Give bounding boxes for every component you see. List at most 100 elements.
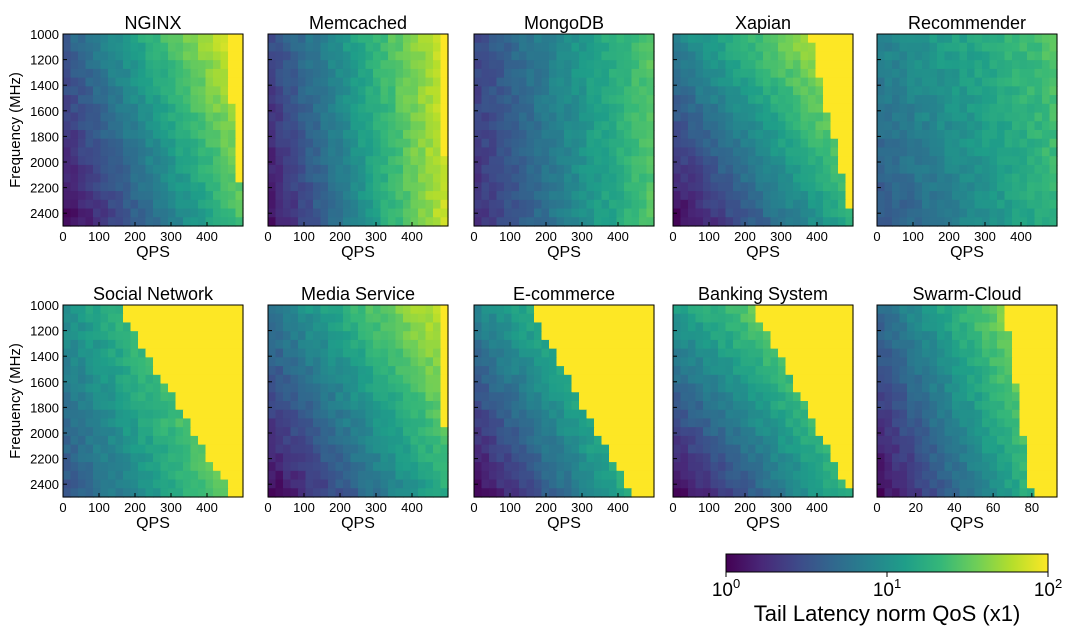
heatmap-cell — [594, 392, 603, 402]
heatmap-cell — [425, 121, 434, 131]
heatmap-cell — [504, 313, 513, 324]
heatmap-cell — [380, 112, 389, 122]
heatmap-cell — [534, 427, 543, 437]
heatmap-cell — [440, 112, 449, 122]
heatmap-cell — [275, 366, 284, 376]
heatmap-cell — [205, 182, 214, 192]
heatmap-cell — [688, 339, 697, 350]
heatmap-cell — [489, 322, 498, 332]
heatmap-cell — [800, 366, 809, 376]
heatmap-cell — [673, 305, 682, 315]
heatmap-cell — [268, 208, 277, 218]
heatmap-cell — [328, 374, 337, 385]
heatmap-cell — [183, 339, 192, 350]
heatmap-cell — [235, 138, 244, 149]
heatmap-cell — [733, 462, 742, 472]
heatmap-cell — [884, 208, 893, 218]
heatmap-cell — [115, 138, 124, 149]
heatmap-cell — [474, 112, 483, 122]
heatmap-cell — [130, 34, 139, 44]
heatmap-cell — [718, 164, 727, 175]
heatmap-cell — [680, 77, 689, 87]
heatmap-cell — [785, 182, 794, 192]
heatmap-cell — [275, 331, 284, 341]
heatmap-cell — [800, 164, 809, 175]
heatmap-cell — [959, 147, 968, 157]
heatmap-cell — [680, 357, 689, 367]
heatmap-cell — [740, 182, 749, 192]
heatmap-cell — [703, 444, 712, 454]
heatmap-cell — [830, 173, 839, 183]
heatmap-cell — [982, 147, 991, 157]
heatmap-cell — [335, 392, 344, 402]
heatmap-cell — [601, 392, 610, 402]
heatmap-cell — [541, 488, 550, 498]
heatmap-cell — [680, 95, 689, 105]
heatmap-cell — [594, 444, 603, 454]
heatmap-cell — [183, 331, 192, 341]
heatmap-cell — [153, 348, 162, 358]
heatmap-cell — [541, 453, 550, 463]
heatmap-cell — [283, 409, 292, 420]
heatmap-cell — [770, 51, 779, 61]
heatmap-cell — [130, 191, 139, 201]
heatmap-cell — [489, 479, 498, 489]
heatmap-cell — [78, 208, 87, 218]
heatmap-cell — [815, 435, 824, 446]
heatmap-cell — [198, 418, 207, 428]
heatmap-cell — [778, 348, 787, 358]
heatmap-cell — [153, 331, 162, 341]
heatmap-cell — [778, 401, 787, 411]
heatmap-cell — [496, 138, 505, 149]
heatmap-cell — [710, 164, 719, 175]
heatmap-cell — [335, 444, 344, 454]
heatmap-cell — [1027, 130, 1036, 140]
heatmap-cell — [365, 60, 374, 70]
heatmap-cell — [680, 331, 689, 341]
heatmap-cell — [646, 453, 655, 463]
heatmap-cell — [616, 357, 625, 367]
heatmap-cell — [290, 164, 299, 175]
heatmap-cell — [481, 444, 490, 454]
heatmap-cell — [838, 418, 847, 428]
heatmap-cell — [433, 427, 442, 437]
heatmap-cell — [160, 86, 169, 96]
heatmap-cell — [100, 427, 109, 437]
heatmap-cell — [922, 199, 931, 210]
heatmap-cell — [504, 418, 513, 428]
heatmap-cell — [624, 418, 633, 428]
heatmap-cell — [937, 112, 946, 122]
heatmap-cell — [175, 383, 184, 393]
heatmap-cell — [153, 217, 162, 227]
heatmap-cell — [365, 453, 374, 463]
heatmap-cell — [481, 130, 490, 140]
heatmap-cell — [283, 322, 292, 332]
heatmap-cell — [725, 208, 734, 218]
heatmap-cell — [373, 217, 382, 227]
heatmap-cell — [395, 191, 404, 201]
heatmap-cell — [213, 348, 222, 358]
heatmap-cell — [959, 182, 968, 192]
heatmap-cell — [78, 366, 87, 376]
heatmap-cell — [190, 173, 199, 183]
heatmap-cell — [168, 435, 177, 446]
heatmap-cell — [549, 479, 558, 489]
heatmap-cell — [290, 409, 299, 420]
heatmap-cell — [877, 51, 886, 61]
heatmap-cell — [78, 322, 87, 332]
heatmap-cell — [313, 68, 322, 79]
heatmap-cell — [815, 339, 824, 350]
heatmap-cell — [85, 199, 94, 210]
heatmap-cell — [410, 77, 419, 87]
heatmap-cell — [213, 103, 222, 114]
heatmap-cell — [403, 138, 412, 149]
x-tick-label: 300 — [160, 500, 182, 515]
heatmap-cell — [755, 182, 764, 192]
heatmap-cell — [534, 199, 543, 210]
x-tick-label: 400 — [196, 229, 218, 244]
heatmap-cell — [440, 348, 449, 358]
heatmap-cell — [793, 348, 802, 358]
heatmap-cell — [959, 130, 968, 140]
heatmap-cell — [639, 444, 648, 454]
heatmap-cell — [703, 357, 712, 367]
